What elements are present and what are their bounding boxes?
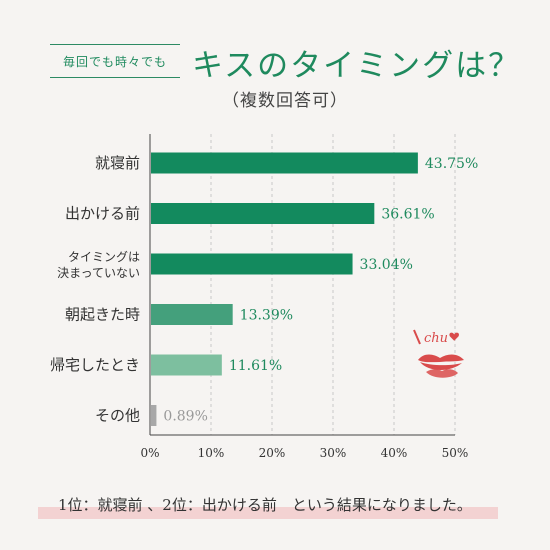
x-tick-label: 50% [442, 446, 469, 460]
kiss-lips-icon: chu [413, 329, 464, 378]
chart-subtitle: （複数回答可） [222, 91, 348, 111]
x-tick-label: 10% [198, 446, 225, 460]
value-label: 0.89% [163, 409, 207, 425]
category-label: 帰宅したとき [50, 356, 140, 374]
bar [151, 152, 418, 174]
category-label: 就寝前 [95, 154, 140, 172]
bar [151, 253, 353, 275]
bar-chart: 0% 10% 20% 30% 40% 50% 43.75% 就寝前 36.61% 出かける前 33.… [50, 134, 478, 460]
chu-text: chu [424, 331, 448, 346]
bar [151, 354, 222, 376]
bar [151, 405, 157, 426]
value-label: 36.61% [381, 207, 434, 223]
bar [151, 304, 233, 325]
value-label: 13.39% [240, 308, 293, 324]
value-label: 33.04% [360, 257, 413, 273]
x-tick-label: 0% [140, 446, 159, 460]
x-tick-label: 40% [381, 446, 408, 460]
bar [151, 203, 375, 224]
chart-title: キスのタイミングは？ [192, 48, 522, 84]
x-tick-label: 30% [320, 446, 347, 460]
x-tick-label: 20% [259, 446, 286, 460]
header: 毎回でも時々でも キスのタイミングは？ （複数回答可） [0, 0, 550, 120]
footer-summary: 1位：就寝前 、2位：出かける前 という結果になりました。 [58, 496, 472, 514]
tag-label: 毎回でも時々でも [50, 44, 180, 78]
value-label: 11.61% [229, 358, 282, 374]
category-label: その他 [95, 407, 140, 425]
value-label: 43.75% [425, 156, 478, 172]
category-label: タイミングは決まっていない [57, 250, 140, 280]
category-label: 朝起きた時 [65, 306, 140, 324]
footer-highlight [38, 507, 498, 519]
category-label: 出かける前 [65, 205, 140, 223]
